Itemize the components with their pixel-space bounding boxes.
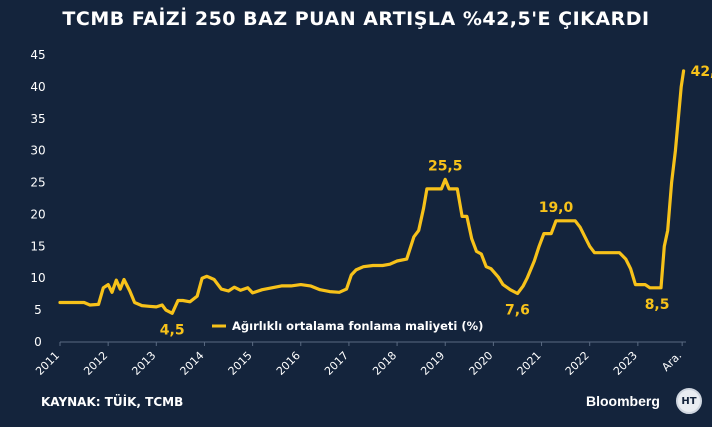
x-tick-label: 2013 (129, 349, 158, 378)
legend-label: Ağırlıklı ortalama fonlama maliyeti (%) (232, 319, 483, 333)
x-axis: 2011 2012 2013 2014 2015 2016 2017 2018 2019 2020… (33, 341, 686, 378)
x-tick-label: 2023 (611, 349, 640, 378)
y-tick-label: 30 (30, 144, 45, 158)
y-tick-label: 25 (30, 176, 45, 190)
x-tick-label: Ara. (659, 349, 684, 374)
y-tick-label: 10 (30, 271, 45, 285)
y-tick-label: 40 (30, 80, 45, 94)
data-label: 8,5 (645, 297, 670, 313)
data-label: 42,5 (691, 64, 712, 80)
ht-logo-text: HT (681, 395, 697, 407)
x-tick-label: 2017 (322, 349, 351, 378)
y-tick-label: 0 (34, 335, 42, 349)
x-tick-label: 2021 (515, 349, 544, 378)
x-tick-label: 2011 (33, 349, 62, 378)
data-label: 19,0 (539, 200, 574, 216)
legend: Ağırlıklı ortalama fonlama maliyeti (%) (212, 319, 483, 333)
chart-title: TCMB FAİZİ 250 BAZ PUAN ARTIŞLA %42,5'E … (62, 8, 650, 30)
x-tick-label: 2022 (563, 349, 592, 378)
bloomberg-logo: Bloomberg (586, 393, 660, 409)
y-tick-label: 15 (30, 239, 45, 253)
data-label: 4,5 (160, 322, 185, 338)
x-tick-label: 2016 (274, 349, 303, 378)
x-tick-label: 2015 (226, 349, 255, 378)
x-tick-label: 2014 (178, 349, 207, 378)
y-tick-label: 5 (34, 303, 42, 317)
y-axis: 0 5 10 15 20 25 30 35 40 45 (30, 48, 45, 349)
ht-logo-icon: HT (676, 388, 702, 414)
data-label: 25,5 (428, 158, 463, 174)
x-tick-label: 2018 (370, 349, 399, 378)
y-tick-label: 45 (30, 48, 45, 62)
annotation-layer: 4,5 25,5 7,6 19,0 8,5 42,5 (160, 64, 712, 338)
x-tick-label: 2020 (467, 349, 496, 378)
data-label: 7,6 (505, 303, 530, 319)
series-layer (58, 69, 686, 315)
x-tick-label: 2019 (418, 349, 447, 378)
source-note: KAYNAK: TÜİK, TCMB (41, 395, 184, 409)
series-line (58, 69, 686, 315)
y-tick-label: 35 (30, 112, 45, 126)
y-tick-label: 20 (30, 207, 45, 221)
x-tick-label: 2012 (81, 349, 110, 378)
